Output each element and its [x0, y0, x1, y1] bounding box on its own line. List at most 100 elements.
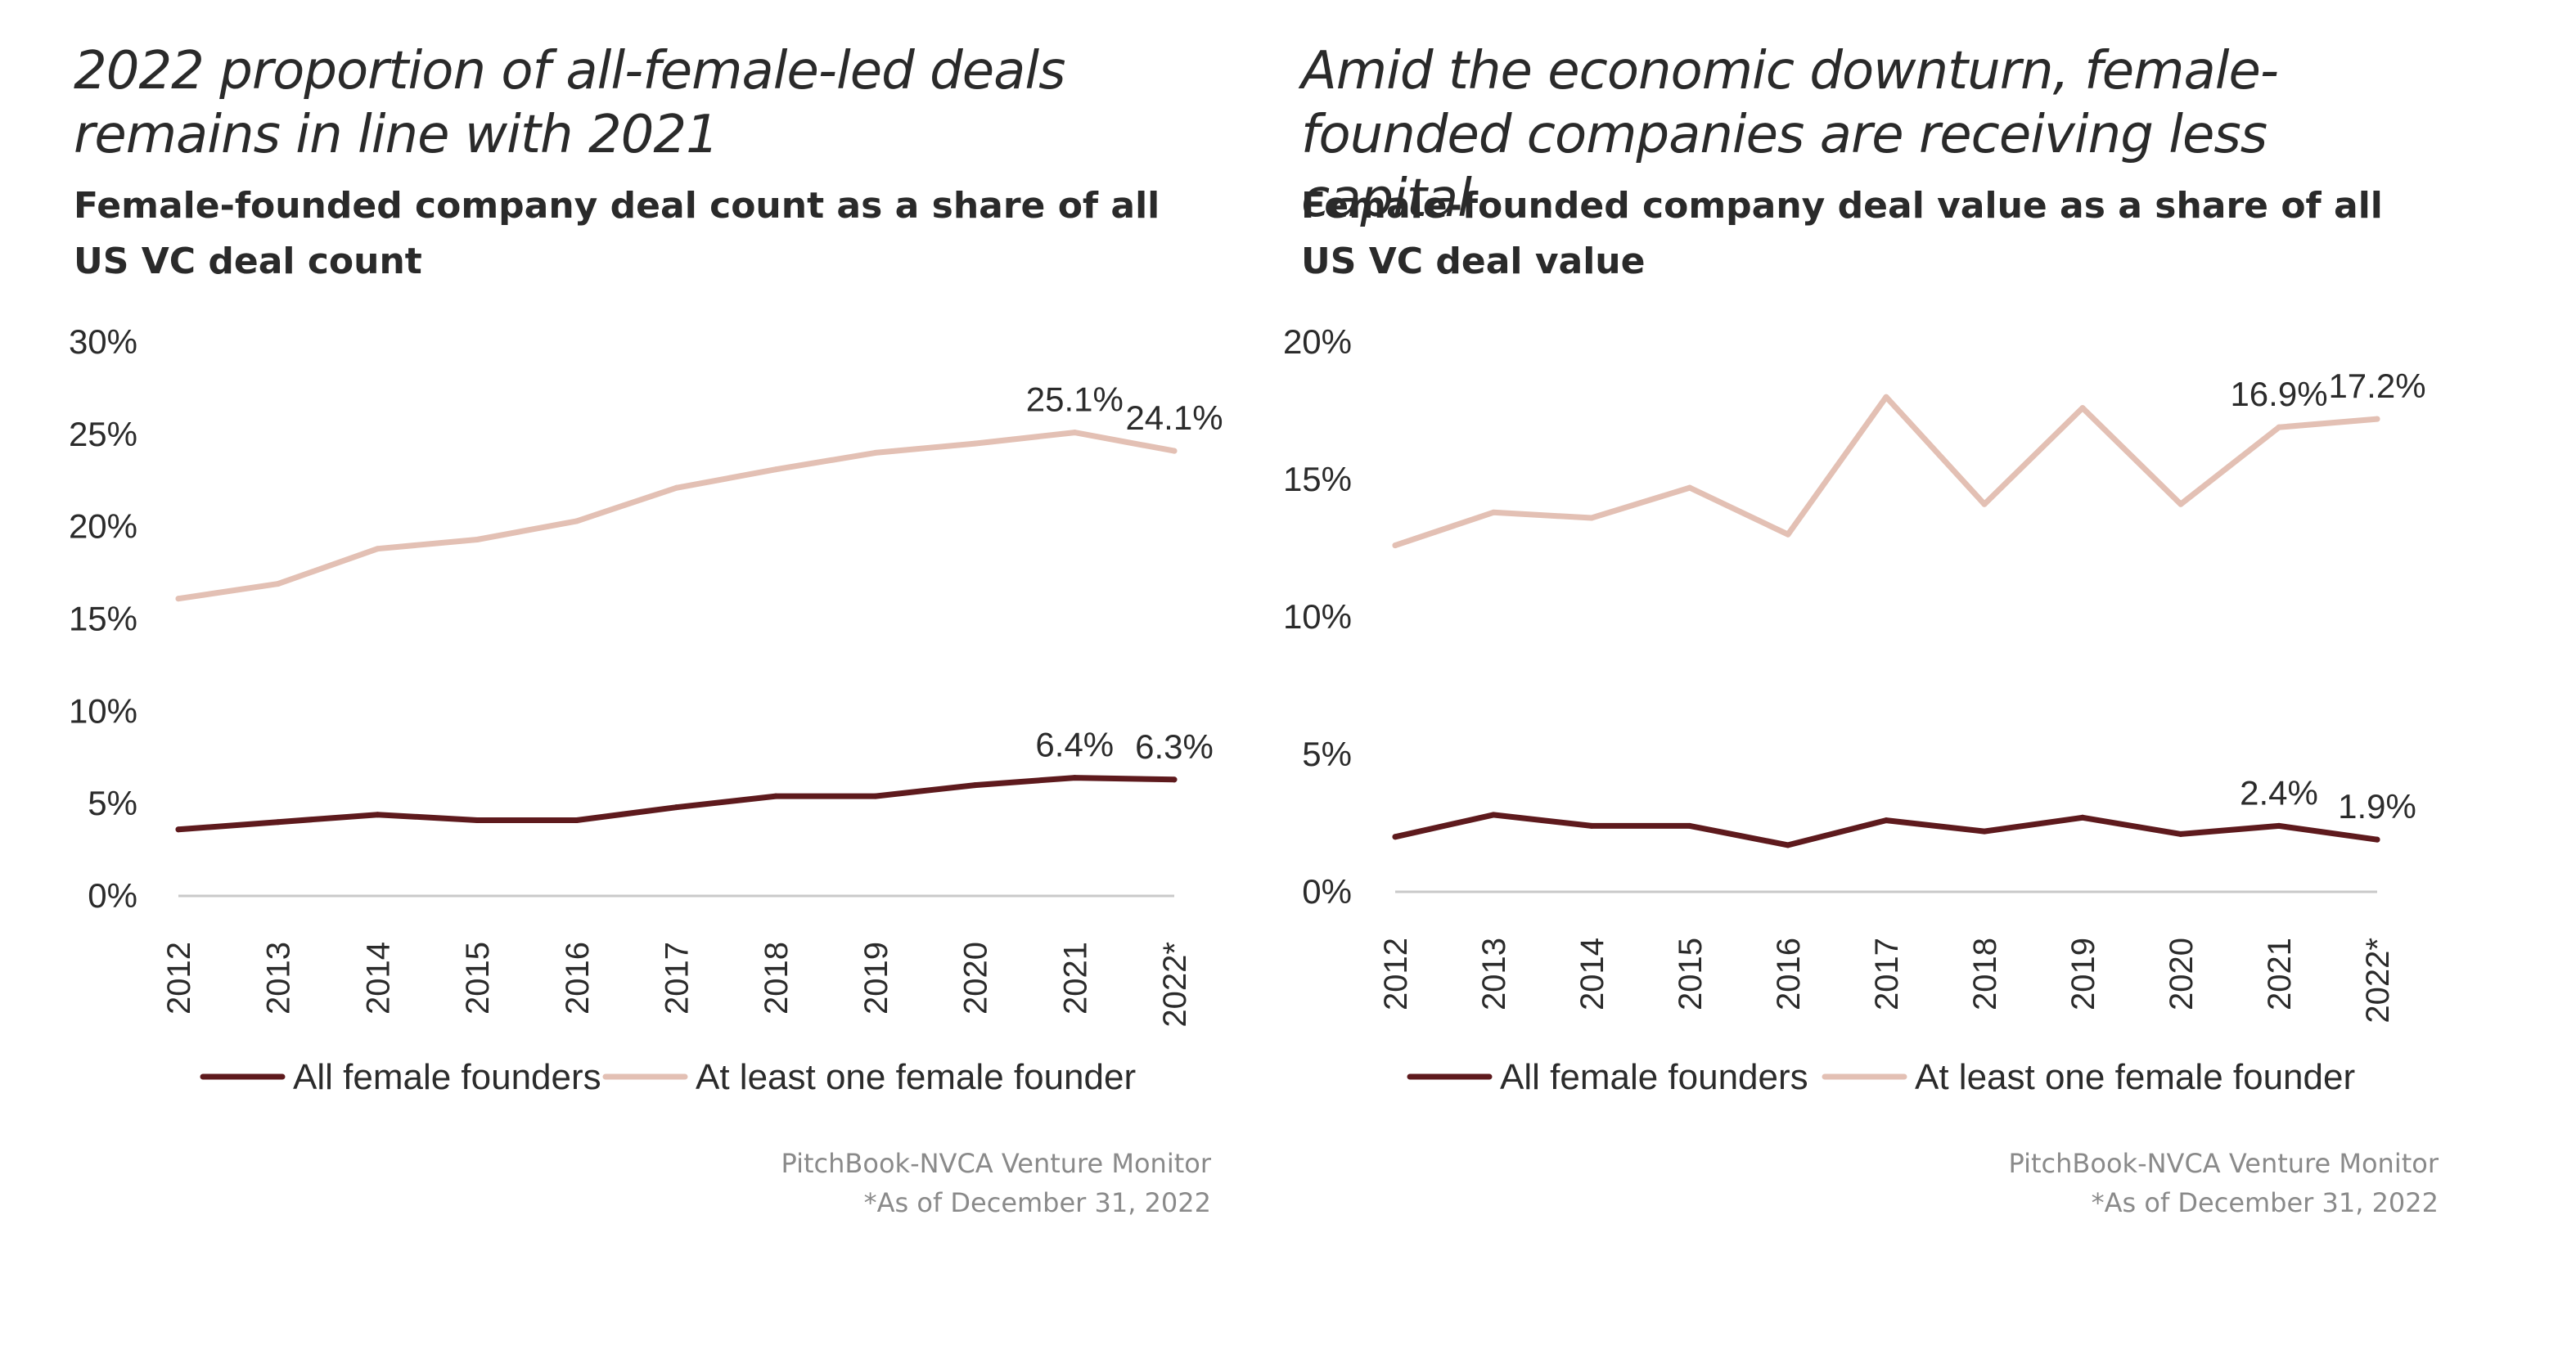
x-tick-label: 2018	[759, 942, 795, 1015]
data-point	[374, 546, 381, 552]
chart-title: Amid the economic downturn, female-found…	[1301, 41, 2279, 229]
data-point	[1785, 531, 1791, 538]
data-point	[972, 440, 979, 447]
x-tick-label: 2014	[360, 942, 396, 1015]
data-point	[2079, 814, 2086, 821]
y-tick-label: 30%	[69, 322, 137, 361]
legend-label: All female founders	[1500, 1057, 1808, 1097]
data-point	[972, 782, 979, 789]
data-point	[1588, 822, 1595, 829]
data-point	[673, 804, 679, 811]
source-note: PitchBook-NVCA Venture Monitor *As of De…	[781, 1144, 1211, 1222]
y-tick-label: 5%	[88, 784, 137, 822]
data-point	[1171, 776, 1178, 783]
data-point	[673, 484, 679, 491]
source-text: PitchBook-NVCA Venture Monitor	[781, 1148, 1211, 1179]
data-point	[474, 536, 480, 542]
y-tick-label: 15%	[1283, 460, 1352, 498]
data-label: 16.9%	[2230, 375, 2327, 413]
data-point	[374, 812, 381, 818]
data-point	[1071, 430, 1078, 436]
y-tick-label: 20%	[69, 507, 137, 546]
series-line-at-least-one-female-founder	[1392, 394, 2380, 549]
series-line-all-female-founders	[175, 775, 1178, 833]
x-tick-label: 2015	[1673, 938, 1709, 1010]
x-tick-label: 2017	[1869, 938, 1905, 1010]
data-point	[2374, 836, 2380, 843]
source-text: PitchBook-NVCA Venture Monitor	[2008, 1148, 2439, 1179]
x-tick-label: 2016	[560, 942, 596, 1015]
data-label: 24.1%	[1125, 398, 1223, 437]
data-point	[872, 449, 879, 456]
x-tick-label: 2020	[958, 942, 994, 1015]
data-point	[175, 596, 182, 602]
y-tick-label: 20%	[1283, 322, 1352, 361]
y-tick-label: 0%	[88, 876, 137, 915]
data-label: 25.1%	[1026, 380, 1124, 419]
chart-title: 2022 proportion of all-female-led deals …	[74, 41, 1065, 165]
x-tick-label: 2021	[2262, 938, 2298, 1010]
line-chart-deal-value: 0% 5% 10% 15% 20% 2012 2013 2014 2015 2016 2017 201…	[1283, 322, 2426, 1097]
x-tick-label: 2019	[2065, 938, 2101, 1010]
data-point	[1981, 828, 1988, 835]
legend-label: All female founders	[293, 1057, 601, 1097]
data-label: 6.3%	[1135, 727, 1214, 766]
data-point	[2177, 501, 2184, 507]
data-point	[2177, 830, 2184, 837]
data-point	[2276, 424, 2282, 430]
footnote-text: *As of December 31, 2022	[2091, 1187, 2439, 1218]
legend-label: At least one female founder	[696, 1057, 1136, 1097]
x-tick-label: 2013	[261, 942, 297, 1015]
footnote-text: *As of December 31, 2022	[863, 1187, 1211, 1218]
data-point	[2079, 405, 2086, 412]
x-tick-label: 2013	[1476, 938, 1512, 1010]
data-point	[1490, 509, 1497, 515]
data-point	[175, 826, 182, 833]
x-tick-label: 2018	[1967, 938, 2003, 1010]
data-point	[1883, 817, 1889, 824]
y-tick-label: 10%	[69, 691, 137, 730]
chart-subtitle: Female-founded company deal value as a s…	[1301, 185, 2383, 282]
data-point	[1071, 775, 1078, 781]
x-tick-label: 2014	[1574, 938, 1610, 1010]
chart-subtitle: Female-founded company deal count as a s…	[74, 185, 1160, 282]
x-tick-label: 2016	[1771, 938, 1807, 1010]
data-point	[1687, 822, 1693, 829]
source-note: PitchBook-NVCA Venture Monitor *As of De…	[2009, 1144, 2439, 1222]
x-tick-label: 2012	[161, 942, 197, 1015]
data-point	[574, 518, 580, 524]
data-label: 2.4%	[2240, 773, 2318, 812]
data-point	[1687, 484, 1693, 491]
data-point	[1392, 542, 1398, 549]
legend-label: At least one female founder	[1915, 1057, 2355, 1097]
x-tick-label: 2015	[460, 942, 496, 1015]
x-tick-label: 2022*	[1157, 942, 1193, 1028]
data-point	[1785, 842, 1791, 848]
line-chart-deal-count: 0% 5% 10% 15% 20% 25% 30% 2012 2013 2014 2015 2016 2…	[69, 322, 1223, 1097]
y-tick-label: 15%	[69, 600, 137, 638]
data-point	[275, 581, 281, 587]
data-point	[1490, 812, 1497, 818]
data-point	[275, 819, 281, 826]
x-tick-label: 2017	[660, 942, 696, 1015]
data-point	[872, 793, 879, 799]
data-point	[1588, 515, 1595, 521]
y-tick-label: 10%	[1283, 597, 1352, 636]
data-label: 1.9%	[2338, 787, 2416, 826]
x-tick-label: 2022*	[2360, 938, 2396, 1024]
y-tick-label: 0%	[1302, 872, 1352, 911]
data-label: 17.2%	[2328, 367, 2425, 405]
chart-panel-deal-count: 2022 proportion of all-female-led deals …	[0, 0, 1227, 1368]
y-tick-label: 25%	[69, 415, 137, 453]
data-point	[772, 466, 779, 473]
x-tick-label: 2012	[1378, 938, 1414, 1010]
data-point	[1883, 394, 1889, 400]
data-point	[772, 793, 779, 799]
chart-panel-deal-value: Amid the economic downturn, female-found…	[1227, 0, 2455, 1368]
data-point	[1171, 448, 1178, 454]
data-point	[1981, 501, 1988, 507]
x-tick-label: 2021	[1057, 942, 1093, 1015]
x-tick-label: 2019	[858, 942, 894, 1015]
data-point	[2276, 822, 2282, 829]
data-label: 6.4%	[1035, 726, 1114, 764]
